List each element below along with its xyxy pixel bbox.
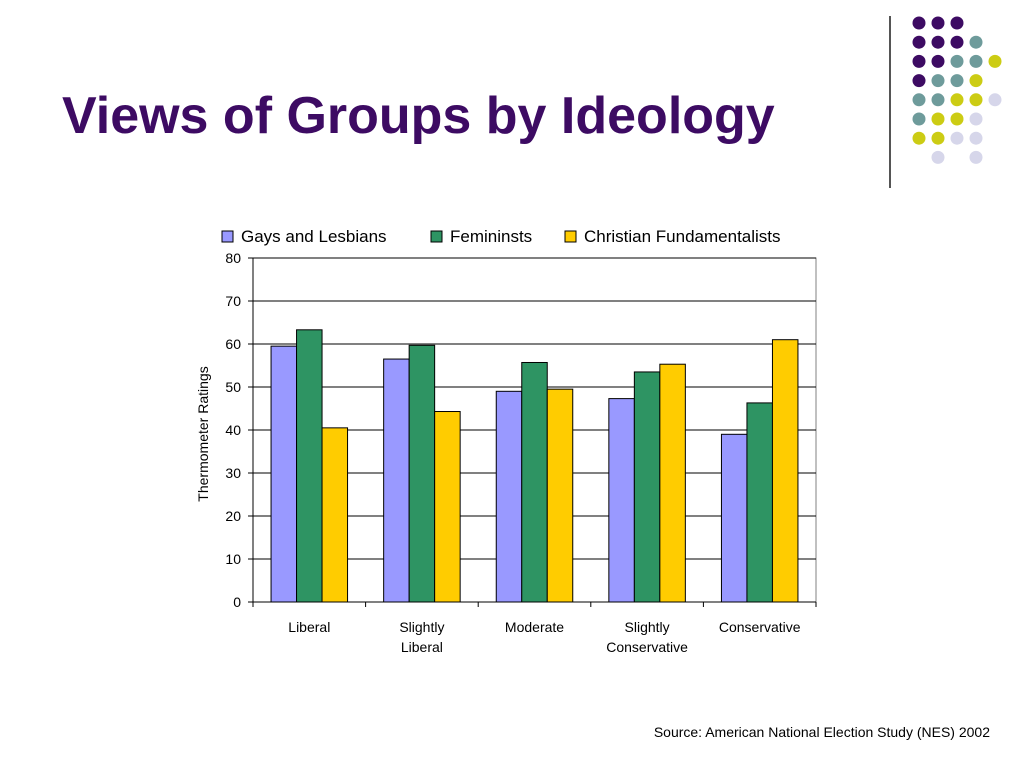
x-tick-label: Slightly Liberal bbox=[399, 619, 444, 655]
bar bbox=[270, 345, 298, 603]
bar bbox=[659, 363, 686, 603]
decorative-dot bbox=[950, 74, 964, 88]
legend-swatch bbox=[430, 230, 443, 243]
decorative-dot bbox=[988, 93, 1002, 107]
chart-legend: Gays and Lesbians Femininsts Christian Fun… bbox=[221, 227, 781, 246]
bar-chart: Gays and Lesbians Femininsts Christian Fun… bbox=[195, 227, 817, 655]
decorative-dot bbox=[969, 35, 983, 49]
y-tick-label: 0 bbox=[233, 594, 241, 610]
decorative-dot bbox=[969, 112, 983, 126]
decorative-dot bbox=[969, 54, 983, 68]
decorative-dot bbox=[931, 16, 945, 30]
decorative-dot bbox=[912, 16, 926, 30]
decorative-dot bbox=[950, 16, 964, 30]
bar bbox=[321, 427, 349, 603]
bar bbox=[495, 390, 523, 603]
decorative-dot bbox=[931, 74, 945, 88]
x-tick-label: Moderate bbox=[505, 619, 564, 635]
y-tick-label: 20 bbox=[225, 508, 241, 524]
decorative-dot bbox=[931, 35, 945, 49]
decorative-dot bbox=[950, 112, 964, 126]
x-tick-label: Conservative bbox=[719, 619, 801, 635]
bar bbox=[771, 339, 799, 603]
decorative-dot bbox=[931, 131, 945, 145]
decorative-dot-grid bbox=[912, 16, 1002, 164]
y-tick-label: 30 bbox=[225, 465, 241, 481]
bar bbox=[546, 388, 574, 603]
y-tick-label: 10 bbox=[225, 551, 241, 567]
y-tick-label: 70 bbox=[225, 293, 241, 309]
decorative-dot bbox=[931, 112, 945, 126]
y-tick-label: 40 bbox=[225, 422, 241, 438]
source-note: Source: American National Election Study… bbox=[653, 724, 990, 740]
x-axis: Liberal Slightly Liberal Moderate Slightly Co… bbox=[252, 601, 817, 655]
bar bbox=[633, 371, 661, 603]
decorative-dot bbox=[931, 150, 945, 164]
bar bbox=[720, 433, 748, 603]
slide-title: Views of Groups by Ideology bbox=[62, 87, 775, 145]
decorative-dot bbox=[931, 54, 945, 68]
legend-swatch bbox=[221, 230, 234, 243]
y-tick-label: 50 bbox=[225, 379, 241, 395]
decorative-dot bbox=[912, 112, 926, 126]
decorative-dot bbox=[950, 54, 964, 68]
y-tick-label: 80 bbox=[225, 250, 241, 266]
y-tick-label: 60 bbox=[225, 336, 241, 352]
decorative-dot bbox=[988, 54, 1002, 68]
bar bbox=[434, 411, 461, 603]
decorative-dot bbox=[912, 35, 926, 49]
legend-label: Christian Fundamentalists bbox=[584, 227, 781, 246]
decorative-dot bbox=[969, 74, 983, 88]
decorative-dot bbox=[912, 131, 926, 145]
decorative-dot bbox=[969, 93, 983, 107]
decorative-dot bbox=[950, 93, 964, 107]
bar bbox=[521, 361, 548, 603]
decorative-dot bbox=[950, 131, 964, 145]
y-axis-label: Thermometer Ratings bbox=[195, 366, 211, 501]
plot-area bbox=[252, 257, 817, 603]
legend-label: Gays and Lesbians bbox=[241, 227, 387, 246]
y-axis: 0 10 20 30 40 50 60 70 80 Thermometer Ratings bbox=[195, 250, 254, 610]
decorative-dot bbox=[912, 54, 926, 68]
x-tick-label: Slightly Conservative bbox=[606, 619, 688, 655]
decorative-dot bbox=[969, 131, 983, 145]
bar bbox=[383, 358, 410, 603]
legend-swatch bbox=[564, 230, 577, 243]
bar bbox=[608, 398, 635, 603]
bar bbox=[746, 402, 773, 603]
legend-label: Femininsts bbox=[450, 227, 532, 246]
decorative-dot bbox=[950, 35, 964, 49]
title-divider-line bbox=[889, 16, 891, 188]
bar bbox=[408, 344, 436, 603]
bar bbox=[296, 329, 323, 603]
x-tick-label: Liberal bbox=[288, 619, 330, 635]
decorative-dot bbox=[969, 150, 983, 164]
decorative-dot bbox=[912, 74, 926, 88]
decorative-dot bbox=[912, 93, 926, 107]
decorative-dot bbox=[931, 93, 945, 107]
